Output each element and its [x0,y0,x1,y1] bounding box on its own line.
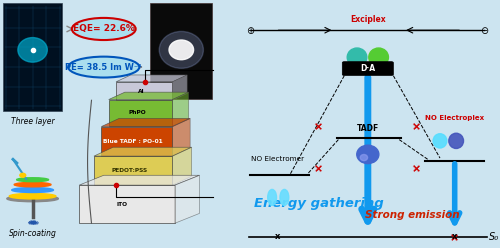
Text: +: + [408,159,426,176]
Text: $\oplus$: $\oplus$ [246,25,256,36]
Ellipse shape [433,134,447,148]
Text: x: x [452,232,458,241]
Ellipse shape [20,173,26,177]
Ellipse shape [68,57,140,78]
Ellipse shape [72,18,136,40]
Text: Exciplex: Exciplex [350,15,386,24]
Ellipse shape [449,133,464,149]
Text: PE= 38.5 lm W⁻¹: PE= 38.5 lm W⁻¹ [66,62,142,72]
Ellipse shape [16,178,48,182]
Text: EQE= 22.6%: EQE= 22.6% [73,25,134,33]
Text: PEDOT:PSS: PEDOT:PSS [111,168,148,173]
Ellipse shape [14,183,51,187]
Polygon shape [172,92,188,126]
Text: ITO: ITO [117,202,128,207]
Text: PhPO: PhPO [128,110,146,115]
Text: TADF: TADF [356,124,379,133]
Ellipse shape [347,48,367,66]
Text: +: + [446,228,463,245]
Text: Three layer: Three layer [11,118,54,126]
Text: S₀: S₀ [488,232,498,242]
Polygon shape [79,185,175,223]
Text: $\ominus$: $\ominus$ [480,25,489,36]
Ellipse shape [12,187,53,192]
Polygon shape [116,82,172,100]
Text: +: + [310,118,327,134]
Polygon shape [79,175,200,185]
Ellipse shape [360,155,368,161]
Polygon shape [3,3,62,111]
Text: NO Electroplex: NO Electroplex [425,115,484,121]
Ellipse shape [18,38,48,62]
Ellipse shape [169,40,194,60]
Text: Al: Al [138,89,144,93]
Polygon shape [175,175,200,223]
Text: +: + [310,159,327,176]
Text: Strong emission: Strong emission [364,210,460,220]
Polygon shape [108,99,172,126]
Text: Spin-coating: Spin-coating [8,229,56,238]
Text: D·A: D·A [360,64,376,73]
Ellipse shape [10,193,56,199]
Polygon shape [172,119,190,155]
Ellipse shape [280,189,289,205]
Text: Energy gathering: Energy gathering [254,197,384,210]
Polygon shape [172,75,187,100]
Polygon shape [116,75,187,82]
Ellipse shape [159,31,204,68]
Polygon shape [150,3,212,99]
FancyBboxPatch shape [342,62,394,75]
Ellipse shape [268,189,276,205]
Text: Blue TADF : PO-01: Blue TADF : PO-01 [104,139,163,144]
Text: NO Electromer: NO Electromer [252,156,304,162]
Ellipse shape [357,145,379,164]
Polygon shape [102,119,190,126]
Polygon shape [102,126,172,155]
Ellipse shape [369,48,388,66]
Polygon shape [94,156,172,185]
Ellipse shape [7,196,59,202]
Text: x: x [276,232,280,241]
Text: +: + [408,118,426,134]
Polygon shape [172,147,192,185]
Polygon shape [94,147,192,156]
Polygon shape [108,92,188,99]
